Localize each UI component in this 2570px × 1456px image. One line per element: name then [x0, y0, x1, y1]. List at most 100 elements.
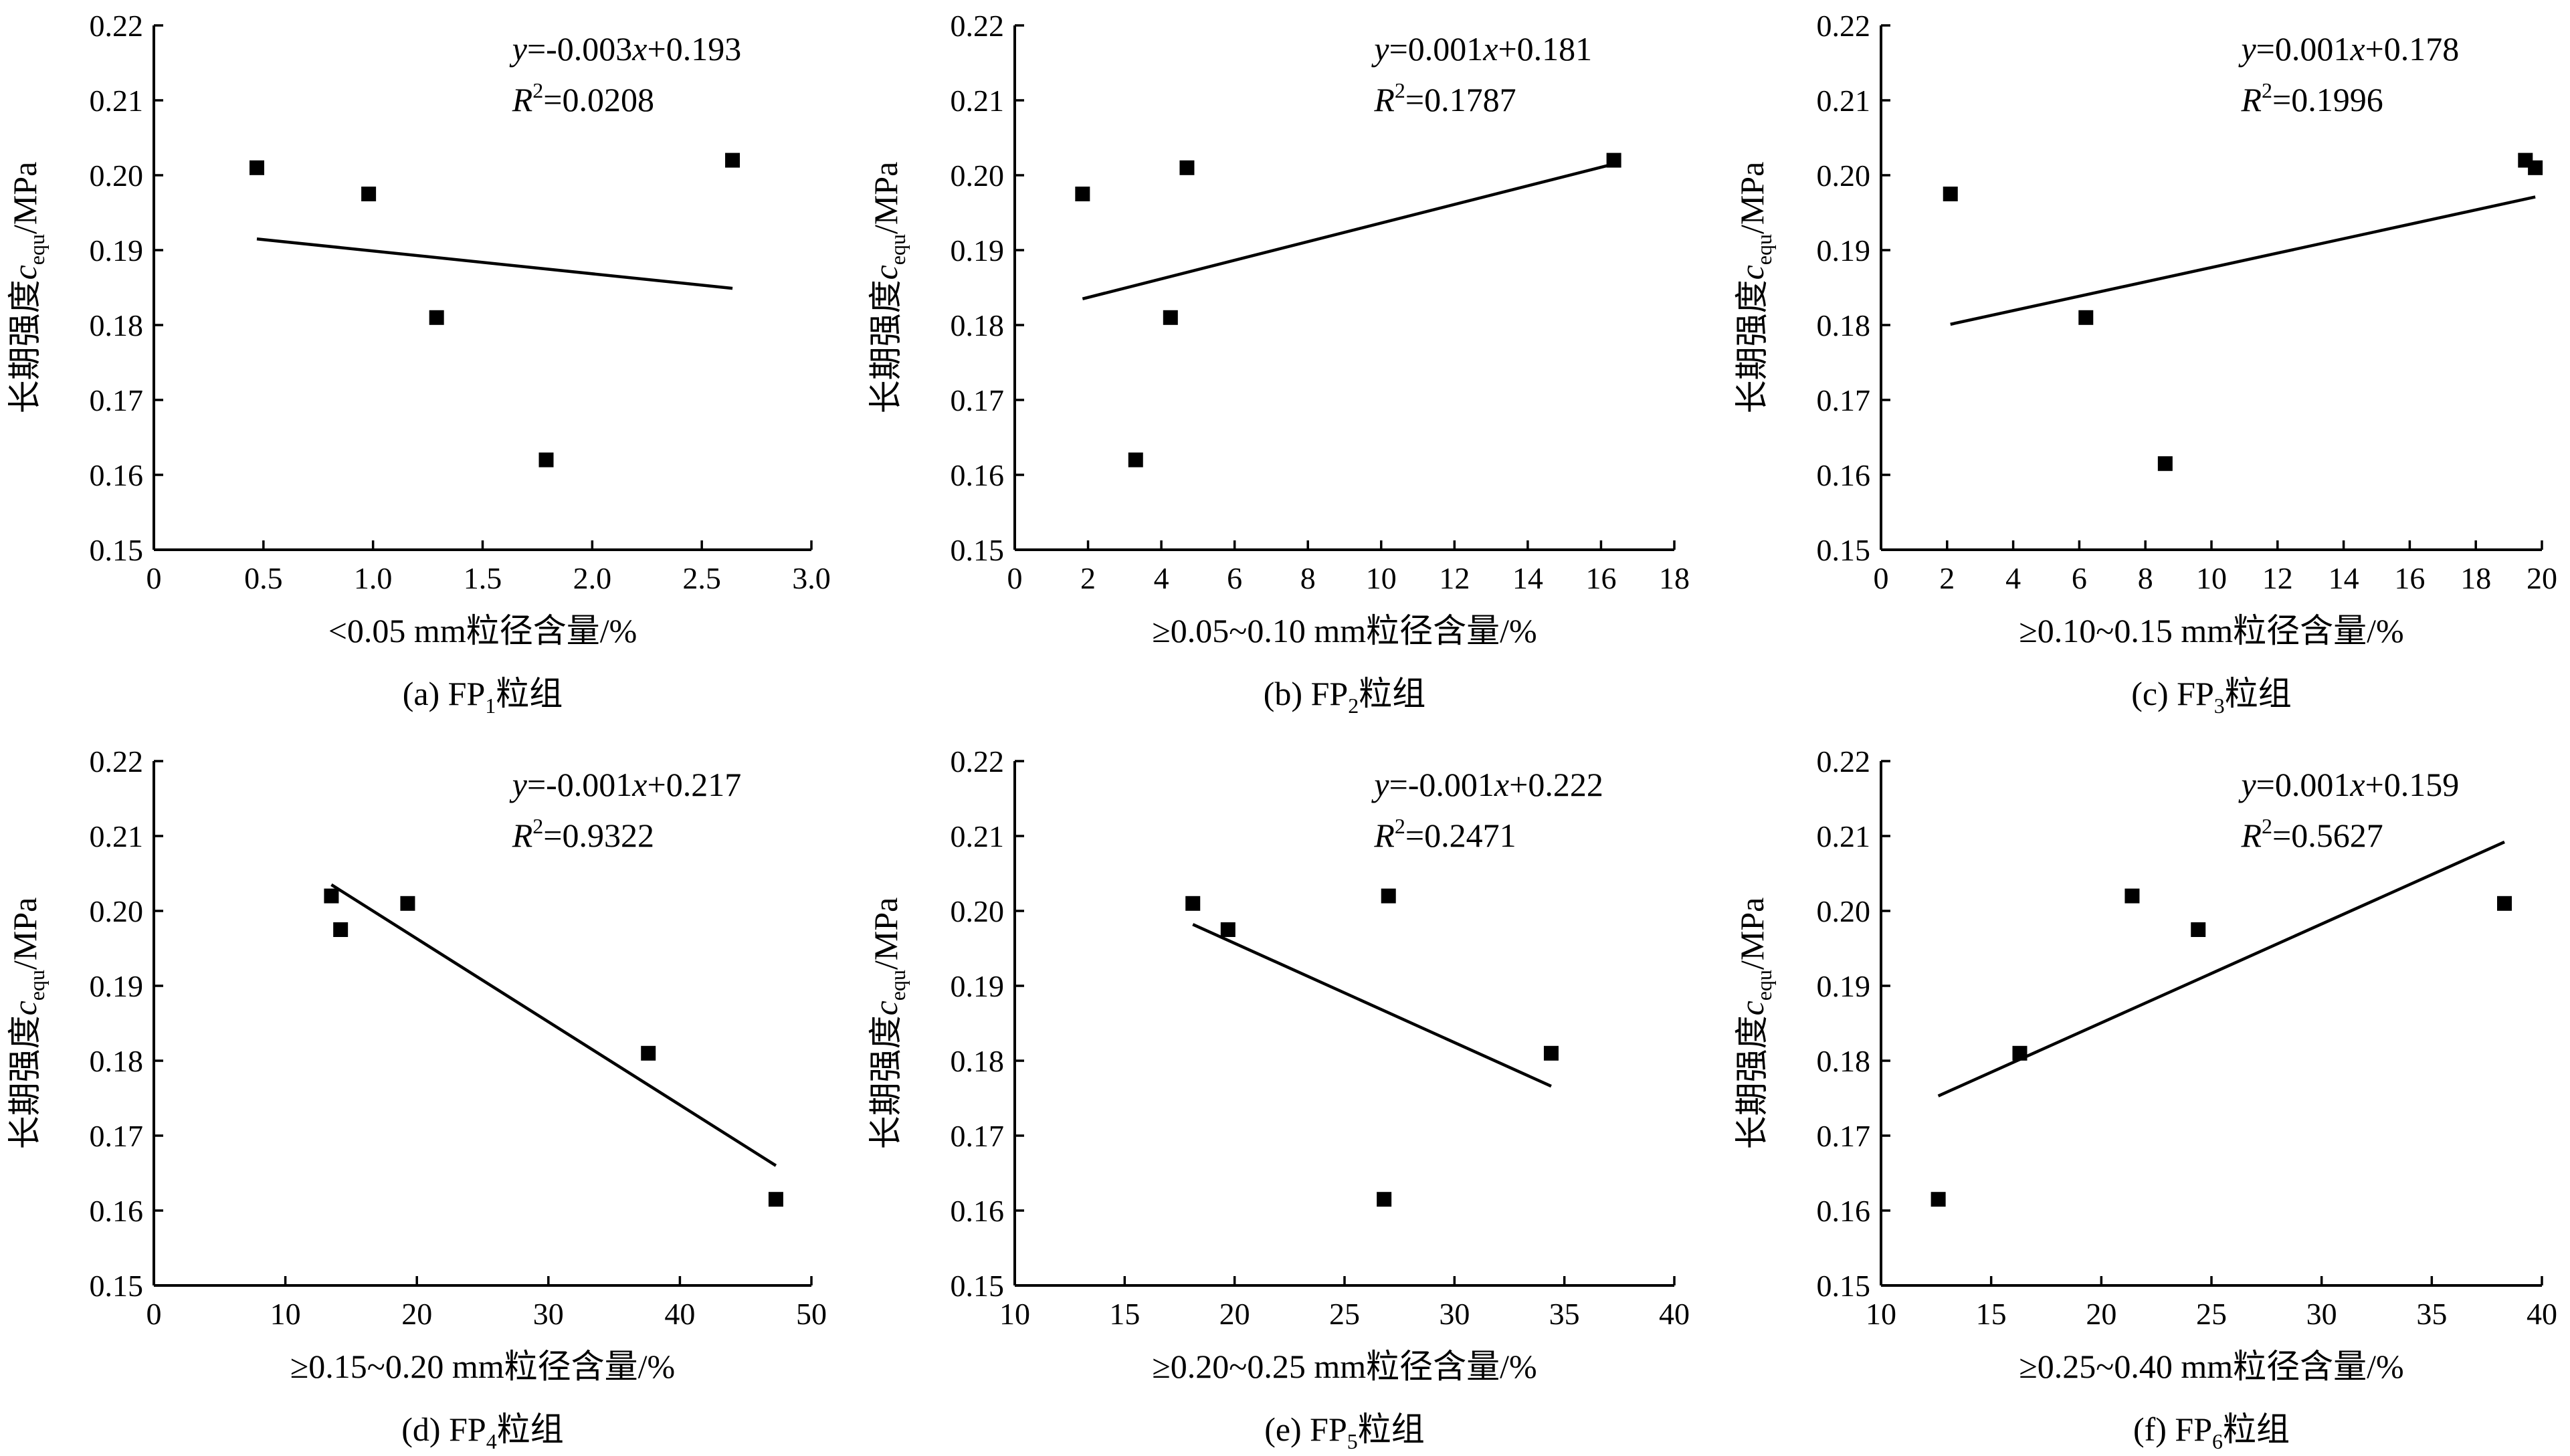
x-tick-label: 30 — [2306, 1297, 2337, 1331]
x-tick-label: 10 — [1366, 561, 1397, 595]
data-point — [1943, 187, 1958, 201]
x-tick-label: 25 — [2196, 1297, 2227, 1331]
y-tick-label: 0.20 — [951, 894, 1005, 928]
x-tick-label: 8 — [2138, 561, 2153, 595]
data-point — [333, 922, 349, 937]
x-tick-label: 12 — [1439, 561, 1470, 595]
y-tick-label: 0.15 — [951, 1269, 1005, 1303]
x-tick-label: 6 — [1227, 561, 1242, 595]
regression-equation: y=-0.003x+0.193 — [509, 30, 741, 68]
data-point — [1381, 888, 1396, 904]
y-tick-label: 0.22 — [1817, 744, 1871, 778]
y-tick-label: 0.21 — [1817, 819, 1871, 853]
data-point — [2012, 1045, 2028, 1061]
y-tick-label: 0.20 — [1817, 894, 1871, 928]
y-tick-label: 0.15 — [1817, 1269, 1871, 1303]
x-tick-label: 14 — [1512, 561, 1543, 595]
x-tick-label: 25 — [1329, 1297, 1360, 1331]
panel-e: 0.15 0.16 0.17 0.18 0.19 0.20 0.21 0.22 10 15 20 25… — [867, 744, 1690, 1453]
x-tick-label: 0 — [146, 1297, 162, 1331]
y-tick-label: 0.17 — [951, 1119, 1005, 1153]
data-point — [324, 888, 339, 904]
x-tick-label: 18 — [1659, 561, 1690, 595]
y-tick-label: 0.22 — [951, 744, 1005, 778]
y-tick-label: 0.15 — [951, 533, 1005, 567]
y-tick-label: 0.16 — [951, 1194, 1005, 1228]
y-tick-label: 0.21 — [90, 84, 144, 118]
x-tick-label: 0.5 — [244, 561, 283, 595]
y-tick-label: 0.22 — [90, 9, 144, 43]
y-tick-label: 0.22 — [1817, 9, 1871, 43]
data-point — [2157, 456, 2173, 472]
y-tick-label: 0.18 — [951, 1044, 1005, 1078]
x-tick-label: 50 — [796, 1297, 827, 1331]
panel-c: 0.15 0.16 0.17 0.18 0.19 0.20 0.21 0.22 0 2 4 6 8 10 1… — [1733, 9, 2557, 718]
x-tick-label: 1.5 — [464, 561, 502, 595]
r-squared-label: R2=0.1996 — [2240, 78, 2383, 118]
data-point — [725, 152, 740, 168]
x-tick-label: 35 — [2416, 1297, 2447, 1331]
x-tick-label: 0 — [146, 561, 162, 595]
fit-line — [1192, 923, 1552, 1088]
data-point — [2078, 310, 2094, 325]
y-tick-label: 0.19 — [1817, 233, 1871, 268]
x-tick-label: 8 — [1300, 561, 1316, 595]
y-tick-label: 0.20 — [90, 159, 144, 193]
data-point — [429, 310, 444, 325]
data-point — [1377, 1192, 1392, 1207]
x-tick-label: 20 — [1219, 1297, 1250, 1331]
data-point — [1606, 152, 1621, 168]
x-tick-label: 10 — [999, 1297, 1030, 1331]
y-tick-label: 0.15 — [90, 1269, 144, 1303]
x-tick-label: 4 — [1154, 561, 1169, 595]
y-tick-label: 0.16 — [951, 458, 1005, 492]
x-tick-label: 4 — [2005, 561, 2021, 595]
x-tick-label: 20 — [2527, 561, 2557, 595]
regression-equation: y=-0.001x+0.222 — [1371, 766, 1603, 803]
x-axis-title: ≥0.15~0.20 mm粒径含量/% — [290, 1348, 675, 1385]
panel-a: 0.15 0.16 0.17 0.18 0.19 0.20 0.21 0.22 0 0.5 1.0 1… — [6, 9, 831, 718]
y-tick-label: 0.16 — [1817, 1194, 1871, 1228]
x-tick-label: 0 — [1007, 561, 1023, 595]
x-tick-label: 6 — [2072, 561, 2087, 595]
y-tick-label: 0.22 — [90, 744, 144, 778]
data-point — [1543, 1045, 1559, 1061]
y-tick-label: 0.21 — [1817, 84, 1871, 118]
y-tick-label: 0.20 — [90, 894, 144, 928]
fit-line — [330, 883, 777, 1167]
y-tick-label: 0.18 — [1817, 1044, 1871, 1078]
x-tick-label: 18 — [2460, 561, 2491, 595]
y-tick-label: 0.21 — [951, 819, 1005, 853]
r-squared-label: R2=0.1787 — [1373, 78, 1516, 118]
data-point — [2124, 888, 2140, 904]
y-tick-label: 0.18 — [951, 308, 1005, 342]
x-tick-label: 40 — [2527, 1297, 2557, 1331]
x-tick-label: 40 — [664, 1297, 695, 1331]
data-point — [768, 1192, 783, 1207]
x-tick-label: 0 — [1874, 561, 1889, 595]
x-tick-label: 35 — [1549, 1297, 1580, 1331]
x-tick-label: 16 — [1585, 561, 1616, 595]
data-point — [1185, 896, 1201, 911]
y-tick-label: 0.17 — [90, 383, 144, 417]
panel-b: 0.15 0.16 0.17 0.18 0.19 0.20 0.21 0.22 0 2 4 6 8 10 1… — [867, 9, 1690, 718]
regression-equation: y=-0.001x+0.217 — [509, 766, 741, 803]
x-axis-title: <0.05 mm粒径含量/% — [328, 612, 637, 649]
x-tick-label: 2 — [1080, 561, 1096, 595]
y-tick-label: 0.22 — [951, 9, 1005, 43]
fit-line — [256, 237, 733, 290]
x-axis-title: ≥0.25~0.40 mm粒径含量/% — [2019, 1348, 2403, 1385]
panel-caption: (f) FP6粒组 — [2133, 1411, 2290, 1453]
r-squared-label: R2=0.2471 — [1373, 814, 1516, 854]
x-axis-title: ≥0.05~0.10 mm粒径含量/% — [1152, 612, 1537, 649]
x-tick-label: 2.0 — [573, 561, 612, 595]
data-point — [641, 1045, 656, 1061]
y-axis-title: 长期强度cequ/MPa — [867, 162, 910, 414]
x-tick-label: 15 — [1109, 1297, 1140, 1331]
regression-equation: y=0.001x+0.178 — [2238, 30, 2459, 68]
x-tick-label: 3.0 — [792, 561, 831, 595]
x-tick-label: 1.0 — [354, 561, 393, 595]
x-tick-label: 10 — [1866, 1297, 1896, 1331]
data-point — [2497, 896, 2512, 911]
